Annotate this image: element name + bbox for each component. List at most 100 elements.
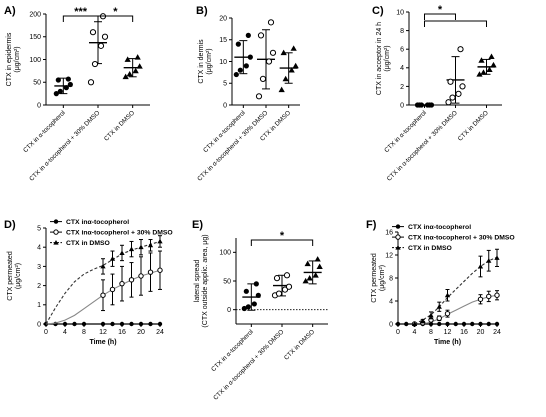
panel-label: F) [366, 219, 377, 231]
panel-f: F) 0 4 8 12 16 CTX permeated(μg/cm²) 0 4 8 12 16 20 2… [366, 219, 515, 346]
legend: CTX inα-tocopherol CTX inα-tocopherol + 3… [50, 219, 173, 247]
data-point [119, 250, 125, 255]
y-tick-label: 6 [400, 47, 404, 54]
legend-marker [53, 239, 59, 245]
panel-c: C) 0 2 4 6 8 10 CTX in acceptor in 24 h(μg/cm²)… [372, 4, 502, 183]
y-axis-label: CTX permeated(μg/cm²) [7, 251, 22, 301]
y-tick-label: 0 [223, 102, 227, 109]
data-point [253, 281, 259, 287]
y-tick-label: 50 [223, 278, 231, 285]
x-tick-label: 0 [44, 329, 48, 336]
data-point [480, 69, 487, 75]
category-label: CTX in DMSO [103, 109, 136, 142]
data-point [281, 286, 289, 293]
data-point [138, 273, 144, 279]
panel-b: B) 0 5 10 15 20 CTX in dermis(μg/cm²) CTX in α-… [196, 5, 300, 183]
series-1 [411, 290, 500, 327]
category-label: CTX in α-tocopherol [202, 109, 247, 154]
data-point [136, 63, 143, 69]
data-point [63, 85, 69, 91]
data-point [53, 91, 59, 97]
data-point [292, 62, 299, 69]
y-axis-label-main: CTX permeated [371, 253, 378, 303]
y-axis-label-unit: (μg/cm²) [206, 48, 213, 74]
data-point [269, 49, 277, 56]
data-point [278, 86, 285, 93]
y-tick-label: 0 [37, 321, 41, 328]
x-tick-label: 24 [156, 329, 164, 336]
data-point [243, 63, 249, 69]
y-tick-label: 4 [37, 245, 41, 252]
data-point [486, 293, 492, 300]
data-point [157, 321, 163, 327]
legend-marker [53, 229, 59, 235]
data-point [109, 256, 116, 261]
y-tick-label: 1 [37, 302, 41, 309]
y-axis-label: CTX in acceptor in 24 h(μg/cm²) [376, 22, 391, 95]
x-axis-label: Time (h) [89, 339, 116, 346]
legend-label: CTX inα-tocopherol [66, 219, 129, 226]
data-point [138, 321, 144, 327]
x-tick-label: 24 [493, 329, 501, 336]
panel-e: E) 0 50 100 lateral spread(CTX outside appli… [192, 219, 328, 402]
category-label: CTX in α-tocopherol + 30% DMSO [28, 109, 101, 182]
data-point [245, 304, 251, 310]
y-tick-label: 8 [400, 28, 404, 35]
data-point [486, 321, 491, 327]
legend: CTX inα-tocopherol CTX inα-tocopherol + 3… [392, 224, 515, 252]
data-point [97, 42, 105, 49]
y-tick-label: 0 [227, 307, 231, 314]
data-point [62, 321, 68, 327]
legend-label: CTX in DMSO [66, 240, 110, 247]
data-point [444, 310, 451, 317]
data-point [444, 292, 451, 298]
legend-marker [53, 219, 59, 224]
data-point [288, 67, 295, 73]
y-tick-label: 5 [37, 225, 41, 232]
y-tick-label: 200 [29, 11, 41, 18]
y-tick-label: 10 [219, 59, 227, 66]
data-point [283, 272, 291, 279]
data-point [426, 102, 433, 108]
x-tick-label: 4 [413, 329, 417, 336]
data-point [109, 286, 116, 293]
y-tick-label: 0 [400, 102, 404, 109]
y-axis-label-unit: (μg/cm²) [15, 263, 22, 289]
data-point [243, 288, 249, 294]
y-tick-label: 4 [400, 65, 404, 72]
y-axis-label-unit: (CTX outside applic. area, μg) [202, 234, 209, 327]
data-point [486, 258, 492, 263]
series-2 [411, 248, 500, 326]
legend-marker [395, 234, 401, 240]
y-tick-label: 100 [29, 57, 41, 64]
y-axis-label: CTX in dermis(μg/cm²) [198, 39, 213, 84]
data-point [81, 321, 87, 327]
y-axis-label-main: CTX in dermis [198, 39, 205, 84]
data-point [122, 73, 129, 80]
data-point [488, 53, 495, 59]
data-point [494, 321, 500, 327]
data-point [436, 304, 442, 309]
x-tick-label: 0 [396, 329, 400, 336]
data-point [494, 255, 500, 260]
data-point [265, 58, 273, 65]
y-axis-label-unit: (μg/cm²) [14, 46, 21, 72]
significance-bracket [97, 15, 134, 22]
significance-bracket [250, 239, 314, 246]
data-point [457, 46, 464, 53]
x-tick-label: 16 [118, 329, 126, 336]
data-point [445, 321, 450, 327]
category-label: CTX in α-tocopherol + 30% DMSO [212, 328, 285, 401]
data-point [312, 272, 319, 278]
significance-bracket [424, 20, 487, 27]
data-point [55, 77, 61, 83]
data-point [91, 60, 99, 68]
data-point [449, 94, 456, 101]
data-point [126, 70, 133, 77]
data-point [314, 256, 321, 262]
data-point [411, 321, 418, 326]
data-point [148, 321, 153, 327]
data-point [455, 90, 462, 97]
